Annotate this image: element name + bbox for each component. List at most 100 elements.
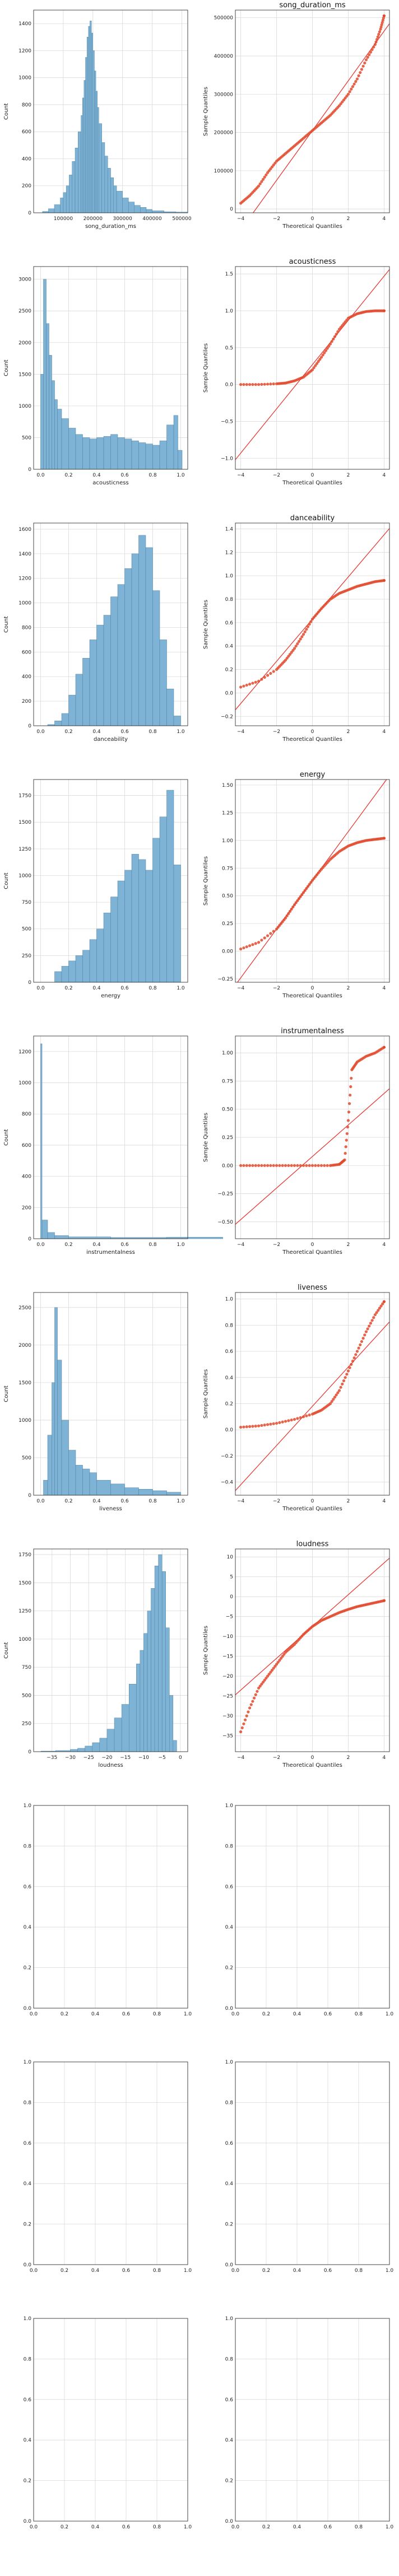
qq-point: [344, 1376, 347, 1379]
histogram-bar: [78, 131, 81, 213]
x-tick-label: −2: [273, 473, 280, 478]
qq-point: [257, 383, 261, 386]
y-tick-label: 200000: [214, 130, 234, 136]
histogram-bar: [68, 428, 76, 470]
y-tick-label: −0.25: [217, 977, 233, 982]
qq-point: [370, 48, 374, 52]
qq-point: [260, 180, 263, 183]
qq-point: [266, 934, 270, 937]
y-tick-label: 600: [22, 129, 31, 135]
qq-point: [382, 1046, 386, 1049]
x-tick-label: 0.4: [92, 1242, 101, 1248]
x-tick-label: 0: [311, 473, 314, 478]
x-tick-label: 0.8: [355, 2524, 363, 2530]
qq-point: [242, 946, 245, 950]
y-tick-label: 0.00: [222, 1163, 233, 1169]
y-tick-label: 0.50: [222, 1107, 233, 1113]
y-tick-label: 1.4: [225, 526, 234, 532]
histogram-bar: [131, 553, 139, 726]
qq-point: [272, 930, 275, 933]
qq-point: [239, 1164, 243, 1167]
qq-point: [293, 1417, 296, 1421]
x-tick-label: 0.2: [64, 473, 72, 478]
y-tick-label: 800: [22, 625, 31, 631]
qq-point: [326, 1164, 329, 1167]
y-tick-label: 0.6: [24, 2141, 32, 2146]
qq-point: [366, 1327, 369, 1331]
qq-point: [260, 1424, 263, 1427]
histogram-bar: [128, 202, 135, 213]
y-tick-label: −35: [222, 1734, 233, 1739]
qq-point: [310, 368, 314, 371]
histogram-bar: [61, 1420, 69, 1496]
y-tick-label: 1.0: [225, 2316, 234, 2322]
axes-frame: [33, 1548, 188, 1752]
histogram-bar: [94, 71, 96, 213]
qq-point: [260, 678, 263, 681]
histogram-bar: [140, 1650, 144, 1752]
y-tick-label: 0.6: [225, 1349, 234, 1355]
y-tick-label: 0.8: [225, 1844, 234, 1849]
y-tick-label: 1.0: [24, 2060, 32, 2065]
histogram-bar: [72, 161, 76, 213]
histogram-bar: [82, 97, 85, 213]
qq-point: [300, 635, 304, 638]
qq-point: [330, 340, 333, 343]
axes-frame: [235, 2318, 390, 2522]
subplot-r9-c0: 0.0 0.2 0.4 0.6 0.8 1.0 0.0 0.2 0.4 0.6 0.8 1.0: [24, 2316, 192, 2530]
y-axis-label: Sample Quantiles: [203, 856, 209, 906]
histogram-bar: [61, 713, 69, 726]
axes-frame: [33, 10, 188, 213]
y-tick-label: 0.0: [225, 1427, 234, 1433]
qq-point: [346, 1369, 350, 1373]
qq-point: [257, 1686, 261, 1690]
histogram-bar: [85, 1746, 93, 1752]
y-tick-label: 0.0: [225, 2262, 234, 2268]
qq-point: [349, 1085, 352, 1089]
reference-line: [235, 269, 389, 460]
qq-point: [242, 383, 245, 386]
x-tick-label: −35: [47, 1755, 57, 1761]
qq-point: [272, 670, 275, 673]
qq-point: [299, 1416, 302, 1420]
x-tick-label: 0.8: [153, 2268, 161, 2274]
subplot-title: danceability: [290, 514, 335, 522]
histogram-bar: [54, 399, 58, 470]
histogram-bar: [97, 107, 99, 213]
qq-point: [306, 885, 310, 888]
y-tick-label: 1.0: [24, 1803, 32, 1809]
qq-point: [346, 1125, 349, 1129]
x-tick-label: 0.8: [149, 1499, 157, 1504]
y-tick-label: 0: [230, 207, 233, 212]
y-tick-label: 0.2: [24, 2222, 31, 2228]
x-axis-label: Theoretical Quantiles: [282, 1762, 342, 1768]
y-tick-label: 0.50: [222, 894, 233, 899]
y-axis-label: Count: [3, 1385, 10, 1402]
subplot-r6-c1: −4 −2 0 2 4−35−30−25−20−15−10−50510Theoretic…: [203, 1540, 390, 1768]
y-tick-label: 0.2: [225, 1402, 233, 1407]
qq-point: [287, 1164, 290, 1167]
qq-point: [315, 362, 319, 365]
x-tick-label: 2: [347, 1499, 350, 1504]
qq-point: [346, 1119, 350, 1122]
qq-point: [293, 903, 296, 907]
qq-point: [275, 1164, 279, 1167]
reference-line: [235, 1088, 389, 1225]
subplot-title: energy: [300, 771, 326, 779]
histogram-bar: [43, 279, 47, 470]
y-tick-label: 1750: [18, 794, 31, 799]
qq-point: [239, 1425, 243, 1429]
y-tick-label: 800: [22, 1112, 31, 1117]
qq-point: [245, 1714, 248, 1718]
x-axis-label: Theoretical Quantiles: [282, 223, 342, 230]
x-tick-label: 0.0: [231, 2268, 240, 2274]
qq-point: [347, 1110, 351, 1114]
qq-point: [281, 1164, 284, 1167]
y-axis-label: Sample Quantiles: [203, 1369, 209, 1418]
y-tick-label: 1.0: [225, 309, 234, 314]
qq-point: [248, 383, 252, 386]
y-tick-label: 0.6: [24, 2397, 32, 2403]
y-tick-label: 0.4: [225, 2181, 234, 2187]
axes-frame: [33, 1035, 188, 1239]
y-tick-label: 0.2: [24, 2479, 31, 2484]
